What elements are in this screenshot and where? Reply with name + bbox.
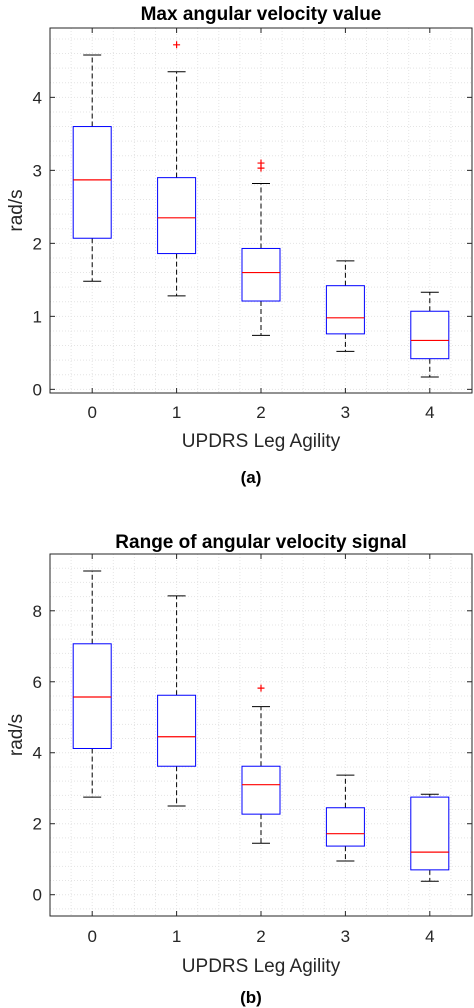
iqr-box — [325, 285, 365, 335]
y-axis-label: rad/s — [6, 189, 27, 231]
box-4 — [410, 291, 450, 378]
x-tick-label: 0 — [87, 927, 96, 946]
box-4 — [410, 793, 450, 882]
chart-a: 0 1 2 3 4 0 1 2 3 4 Max angular velocity value UPDR… — [6, 4, 473, 487]
iqr-box — [157, 694, 197, 767]
iqr-box — [157, 177, 197, 255]
y-tick-label: 0 — [33, 886, 42, 905]
y-tick-label: 1 — [33, 307, 42, 326]
outlier-marker — [257, 684, 265, 692]
iqr-box — [72, 643, 112, 749]
x-tick-label: 4 — [425, 403, 434, 422]
outlier-marker — [257, 159, 265, 167]
iqr-box — [410, 310, 450, 360]
x-tick-label: 2 — [256, 403, 265, 422]
y-tick-label: 4 — [33, 744, 42, 763]
box-2 — [241, 159, 281, 336]
iqr-box — [325, 807, 365, 847]
chart-title: Range of angular velocity signal — [115, 532, 406, 553]
x-tick-label: 0 — [87, 403, 96, 422]
y-tick-label: 3 — [33, 161, 42, 180]
box-0 — [72, 54, 112, 282]
figure-caption: (b) — [240, 988, 262, 1007]
x-tick-label: 1 — [172, 927, 181, 946]
box-0 — [72, 570, 112, 798]
x-tick-label: 1 — [172, 403, 181, 422]
iqr-box — [410, 796, 450, 871]
box-3 — [325, 774, 365, 862]
x-tick-label: 3 — [341, 927, 350, 946]
y-tick-label: 6 — [33, 673, 42, 692]
chart-title: Max angular velocity value — [141, 4, 382, 25]
x-axis-label: UPDRS Leg Agility — [182, 956, 341, 977]
box-3 — [325, 260, 365, 352]
x-tick-label: 3 — [341, 403, 350, 422]
outlier-marker — [173, 41, 181, 49]
y-axis-label: rad/s — [6, 714, 27, 756]
y-tick-label: 2 — [33, 815, 42, 834]
x-tick-label: 4 — [425, 927, 434, 946]
figure-caption: (a) — [241, 468, 262, 487]
x-axis-label: UPDRS Leg Agility — [182, 431, 341, 452]
y-tick-label: 2 — [33, 234, 42, 253]
box-1 — [157, 41, 197, 297]
iqr-box — [241, 765, 281, 815]
box-1 — [157, 595, 197, 807]
box-2 — [241, 684, 281, 844]
iqr-box — [241, 247, 281, 302]
chart-b: 0 2 4 6 8 0 1 2 3 4 Range of angular velocity sign… — [6, 532, 473, 1007]
iqr-box — [72, 126, 112, 239]
x-tick-label: 2 — [256, 927, 265, 946]
y-tick-label: 4 — [33, 88, 42, 107]
y-tick-label: 8 — [33, 602, 42, 621]
y-tick-label: 0 — [33, 380, 42, 399]
